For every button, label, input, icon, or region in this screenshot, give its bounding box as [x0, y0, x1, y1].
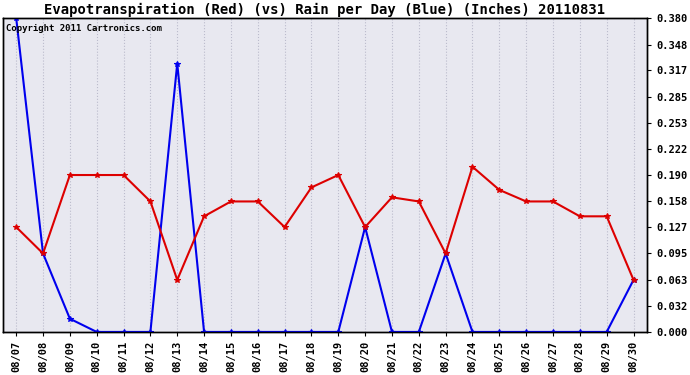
- Text: Copyright 2011 Cartronics.com: Copyright 2011 Cartronics.com: [6, 24, 162, 33]
- Title: Evapotranspiration (Red) (vs) Rain per Day (Blue) (Inches) 20110831: Evapotranspiration (Red) (vs) Rain per D…: [44, 3, 605, 17]
